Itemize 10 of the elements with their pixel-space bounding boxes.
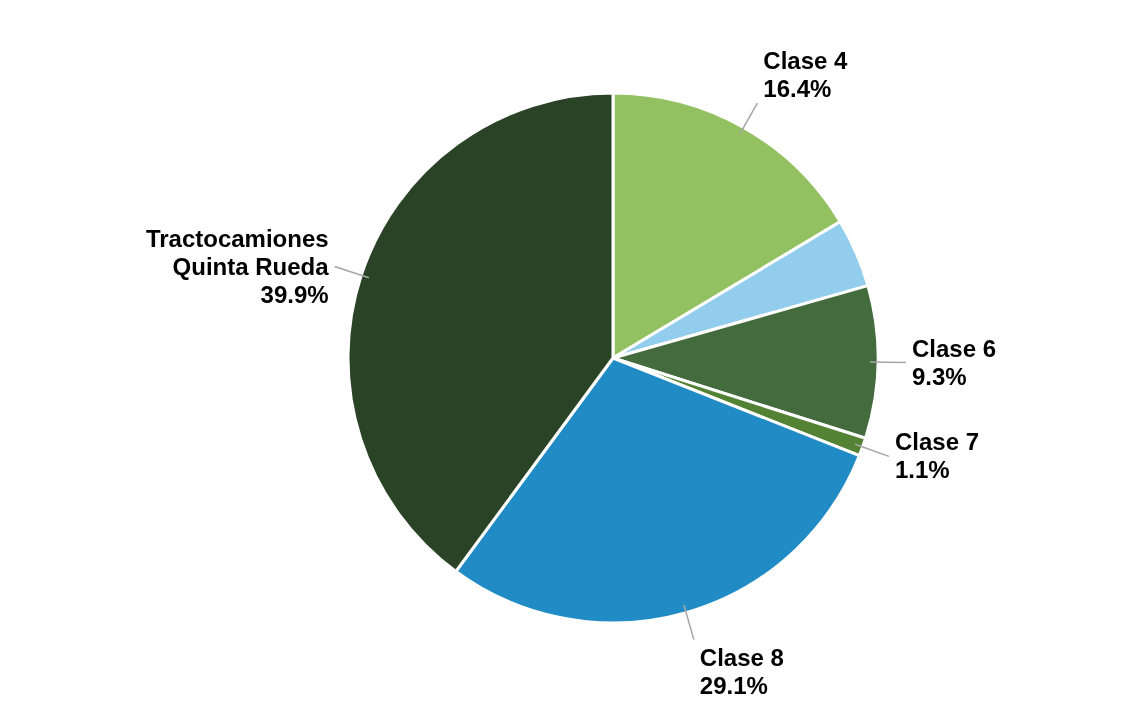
slice-label: Clase 8: [699, 643, 784, 671]
data-label: 9.3%: [911, 362, 967, 390]
slice-label: Clase 6: [911, 334, 997, 362]
data-label: 16.4%: [763, 75, 832, 103]
slice-label: Tractocamiones Quinta Rueda: [145, 224, 330, 280]
slice-label: Clase 7: [894, 428, 980, 456]
data-label: 1.1%: [894, 456, 950, 484]
data-label: 29.1%: [699, 671, 768, 699]
slice-label: Clase 4: [763, 47, 849, 75]
data-label: 39.9%: [260, 280, 329, 308]
